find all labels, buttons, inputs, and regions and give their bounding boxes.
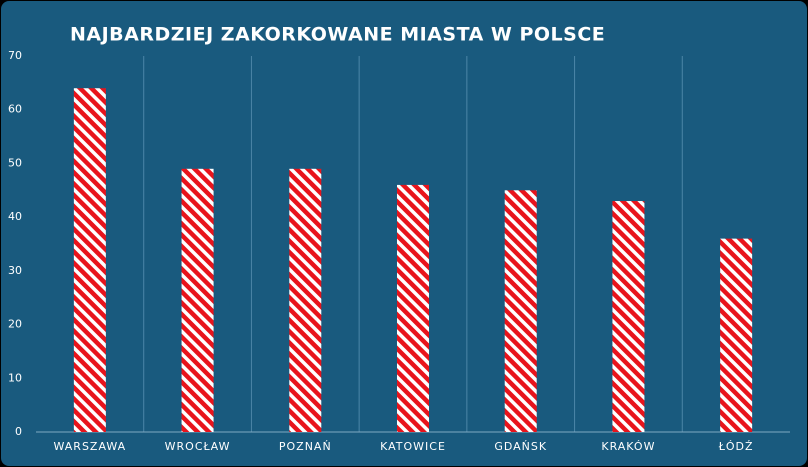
bar <box>720 238 753 432</box>
bar <box>612 201 645 432</box>
y-tick-label: 50 <box>8 156 22 169</box>
x-tick-label: POZNAŃ <box>279 440 332 453</box>
x-tick-label: WROCŁAW <box>165 440 231 453</box>
y-tick-label: 0 <box>15 425 22 438</box>
chart-title: NAJBARDZIEJ ZAKORKOWANE MIASTA W POLSCE <box>70 24 605 46</box>
bar <box>504 190 537 432</box>
bar <box>289 168 322 433</box>
x-tick-label: WARSZAWA <box>54 440 127 453</box>
y-tick-label: 10 <box>8 371 22 384</box>
x-tick-label: KRAKÓW <box>601 440 655 453</box>
x-tick-label: KATOWICE <box>380 440 446 453</box>
y-tick-label: 60 <box>8 103 22 116</box>
bar <box>181 168 214 433</box>
y-tick-label: 40 <box>8 210 22 223</box>
y-tick-label: 30 <box>8 264 22 277</box>
bar <box>397 184 429 432</box>
y-tick-label: 70 <box>8 49 22 62</box>
x-tick-label: ŁÓDŹ <box>718 440 754 453</box>
x-tick-label: GDAŃSK <box>494 440 547 453</box>
y-tick-label: 20 <box>8 318 22 331</box>
bar <box>73 88 106 432</box>
